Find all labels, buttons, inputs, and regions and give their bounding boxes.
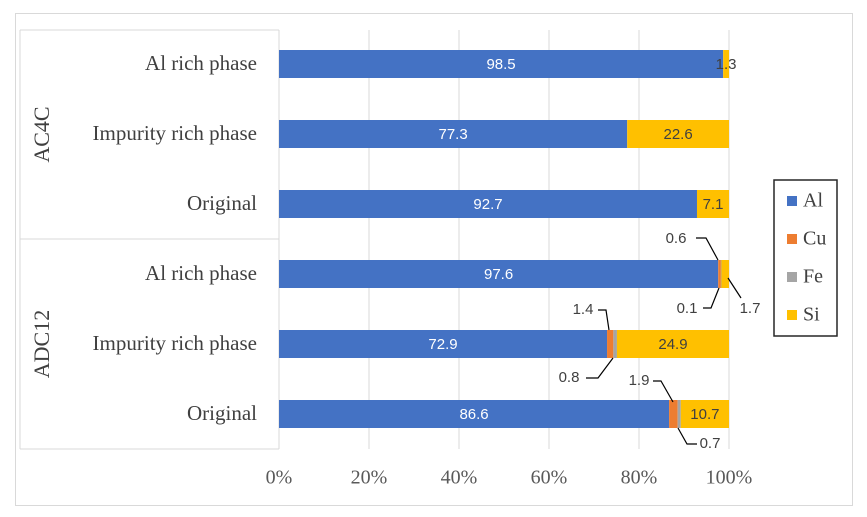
legend-label-si: Si [803, 304, 820, 326]
legend-swatch-fe [787, 272, 797, 282]
data-label-leader [696, 237, 719, 261]
bar-segment-cu [607, 330, 614, 358]
bar-segment-al [279, 330, 608, 358]
bar-segment-fe [613, 330, 617, 358]
data-label-leader [727, 277, 742, 299]
data-label-leader [703, 287, 720, 309]
data-label: 0.6 [666, 230, 687, 247]
category-label: Original [187, 401, 257, 425]
x-tick-label: 60% [531, 467, 568, 489]
data-label-leader [598, 309, 610, 331]
data-label: 1.9 [629, 372, 650, 389]
data-label-leader [653, 380, 674, 403]
legend-swatch-si [787, 310, 797, 320]
category-label: Al rich phase [145, 51, 257, 75]
data-label: 98.5 [486, 56, 515, 73]
bar-segment-fe [720, 260, 722, 288]
data-label: 97.6 [484, 266, 513, 283]
data-label: 0.1 [677, 300, 698, 317]
data-label: 0.8 [559, 369, 580, 386]
bar-segment-al [279, 190, 697, 218]
data-label: 0.7 [700, 435, 721, 452]
data-label: 72.9 [428, 336, 457, 353]
bar-segment-al [279, 260, 719, 288]
x-tick-label: 40% [441, 467, 478, 489]
x-tick-label: 20% [351, 467, 388, 489]
data-label: 1.3 [716, 56, 737, 73]
category-label: Impurity rich phase [93, 121, 257, 145]
data-label: 1.4 [573, 301, 594, 318]
group-label: AC4C [29, 106, 54, 162]
bar-segment-cu [718, 260, 721, 288]
legend-label-al: Al [803, 190, 823, 212]
data-label-leader [586, 357, 614, 379]
bar-segment-si [721, 260, 729, 288]
legend-swatch-al [787, 196, 797, 206]
data-label: 10.7 [690, 406, 719, 423]
bar-segment-al [279, 50, 724, 78]
data-label: 77.3 [438, 126, 467, 143]
legend-label-fe: Fe [803, 266, 823, 288]
bar-segment-si [627, 120, 729, 148]
data-label: 22.6 [663, 126, 692, 143]
data-label: 7.1 [703, 196, 724, 213]
bar-segment-si [696, 190, 729, 218]
bar-segment-al [279, 120, 628, 148]
x-tick-label: 100% [706, 467, 753, 489]
data-label-leader [677, 427, 697, 445]
data-label: 86.6 [459, 406, 488, 423]
data-label: 24.9 [658, 336, 687, 353]
data-label: 1.7 [740, 300, 761, 317]
x-tick-label: 0% [266, 467, 293, 489]
bar-segment-al [279, 400, 670, 428]
legend-swatch-cu [787, 234, 797, 244]
bar-segment-si [616, 330, 729, 358]
legend-box [773, 179, 838, 337]
category-label: Original [187, 191, 257, 215]
legend-label-cu: Cu [803, 228, 826, 250]
bar-segment-si [680, 400, 729, 428]
x-tick-label: 80% [621, 467, 658, 489]
bar-segment-cu [669, 400, 678, 428]
data-label: 92.7 [473, 196, 502, 213]
bar-segment-fe [677, 400, 681, 428]
group-label: ADC12 [29, 310, 54, 378]
category-label: Impurity rich phase [93, 331, 257, 355]
bar-segment-si [723, 50, 729, 78]
category-label: Al rich phase [145, 261, 257, 285]
